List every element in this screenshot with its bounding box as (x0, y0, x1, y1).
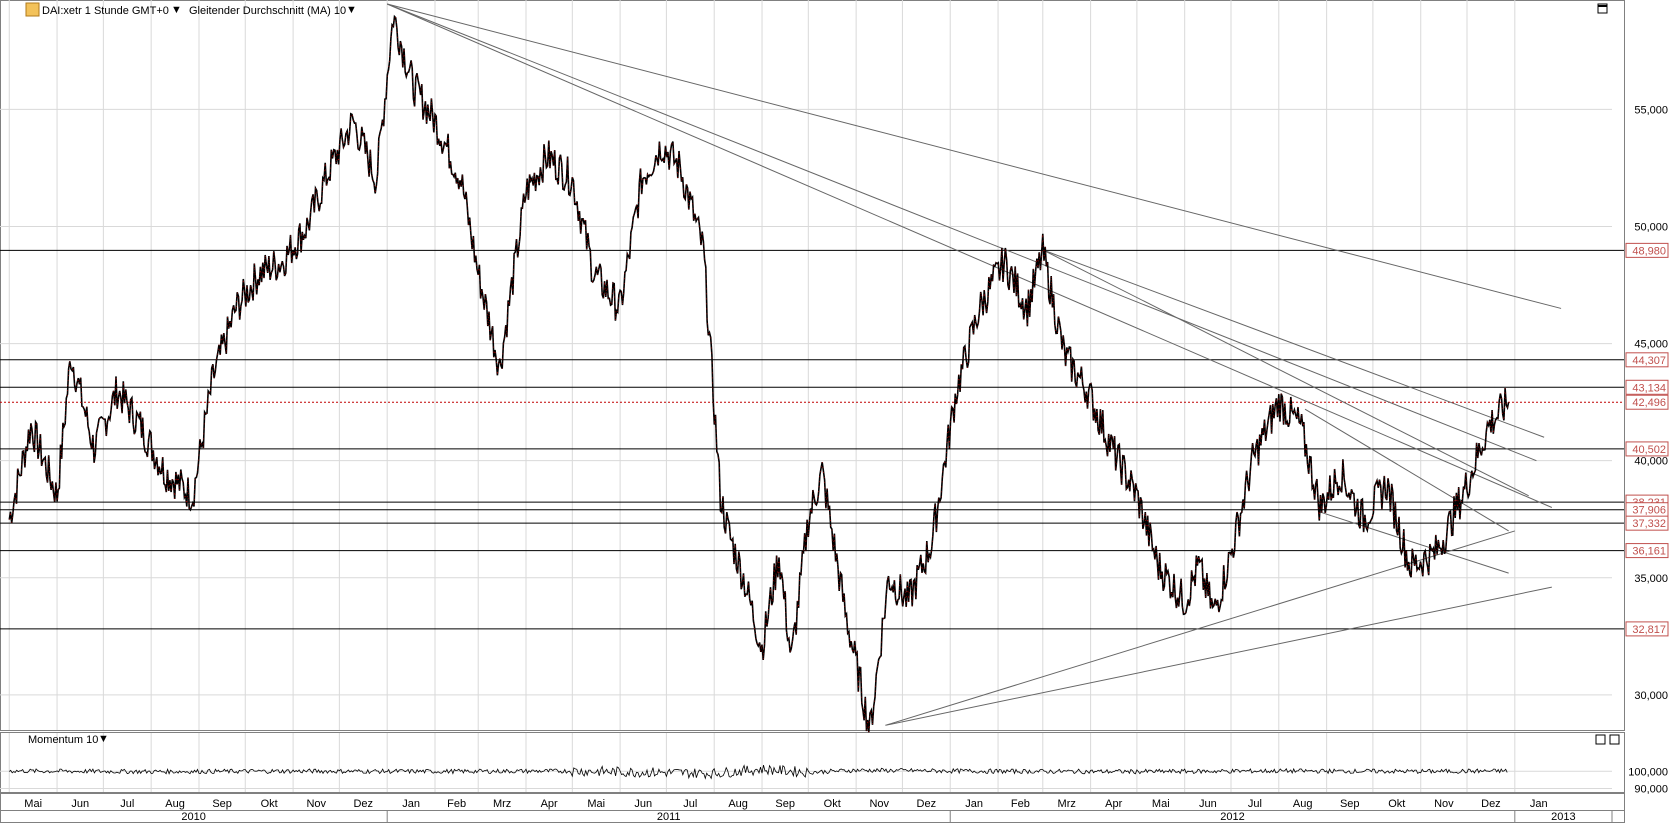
level-tag: 44,307 (1632, 355, 1666, 367)
indicator-dropdown-icon[interactable]: ▼ (346, 4, 357, 16)
x-year-label: 2013 (1551, 811, 1575, 823)
x-month-label: Mai (24, 798, 42, 810)
level-tag-box (1625, 352, 1669, 368)
x-month-label: Mai (1152, 798, 1170, 810)
x-month-label: Jan (1530, 798, 1548, 810)
momentum-label[interactable]: Momentum 10 (28, 734, 98, 746)
x-month-label: Mrz (1058, 798, 1076, 810)
maximize-main-icon[interactable] (1597, 3, 1608, 14)
y-axis-labels: 30,000 35,000 40,000 45,000 50,000 55,000 90,0… (1628, 104, 1668, 795)
price-level-tags: 48,98044,30743,13440,50238,23137,90637,3… (1625, 242, 1669, 637)
x-month-label: Sep (1340, 798, 1360, 810)
x-axis-frame (0, 793, 1625, 823)
trendline (1304, 408, 1509, 532)
level-tag: 36,161 (1632, 546, 1666, 558)
x-month-label: Mai (587, 798, 605, 810)
x-month-label: Dez (917, 798, 937, 810)
trendline (387, 3, 1537, 462)
x-month-label: Sep (775, 798, 795, 810)
x-month-label: Okt (261, 798, 278, 810)
trendline (1042, 249, 1529, 497)
x-month-label: Jan (402, 798, 420, 810)
momentum-y-tick-label: 90,000 (1634, 784, 1668, 796)
x-month-label: Jul (683, 798, 697, 810)
y-tick-label: 45,000 (1634, 339, 1668, 351)
main-plot-frame (0, 0, 1625, 731)
x-month-label: Nov (306, 798, 326, 810)
momentum-dropdown-icon[interactable]: ▼ (98, 733, 109, 745)
x-month-label: Apr (541, 798, 558, 810)
x-month-label: Aug (165, 798, 185, 810)
x-month-label: Jul (120, 798, 134, 810)
x-month-label: Jun (71, 798, 89, 810)
x-year-label: 2010 (181, 811, 205, 823)
symbol-dropdown-icon[interactable]: ▼ (171, 4, 182, 16)
x-month-label: Okt (824, 798, 841, 810)
x-month-label: Mrz (493, 798, 511, 810)
x-month-label: Dez (1481, 798, 1501, 810)
level-tag-box (1625, 543, 1669, 559)
maximize-momentum-icon[interactable] (1595, 734, 1606, 745)
x-month-label: Aug (1293, 798, 1313, 810)
momentum-line (9, 764, 1508, 780)
x-month-label: Nov (869, 798, 889, 810)
level-tag-box (1625, 621, 1669, 637)
support-resistance-lines (0, 249, 1624, 630)
trendline (1042, 249, 1545, 438)
trendline (885, 586, 1552, 726)
symbol-icon[interactable] (25, 2, 40, 17)
x-month-label: Feb (447, 798, 466, 810)
momentum-plot-frame (0, 732, 1625, 793)
y-tick-label: 50,000 (1634, 221, 1668, 233)
trendlines-layer (386, 3, 1562, 726)
grid-layer (0, 0, 1612, 792)
level-tag: 40,502 (1632, 444, 1666, 456)
y-tick-label: 35,000 (1634, 573, 1668, 585)
y-tick-label: 55,000 (1634, 104, 1668, 116)
moving-average-line (9, 15, 1509, 733)
level-tag: 37,332 (1632, 518, 1666, 530)
x-month-label: Jun (1199, 798, 1217, 810)
x-month-label: Feb (1011, 798, 1030, 810)
x-month-label: Okt (1388, 798, 1405, 810)
x-month-label: Dez (353, 798, 373, 810)
level-tag-box (1625, 441, 1669, 457)
level-tag-box (1625, 379, 1669, 395)
level-tag: 48,980 (1632, 245, 1666, 257)
level-tag-box (1625, 515, 1669, 531)
current-price-tag-box (1625, 394, 1669, 410)
level-tag: 37,906 (1632, 505, 1666, 517)
x-year-label: 2011 (657, 811, 681, 823)
trendline (885, 530, 1515, 726)
momentum-header: Momentum 10 ▼ (28, 733, 1620, 746)
symbol-label[interactable]: DAI:xetr 1 Stunde GMT+0 (42, 5, 169, 17)
momentum-series-layer (9, 764, 1508, 780)
x-year-label: 2012 (1220, 811, 1244, 823)
x-axis-labels: Mai Jun Jul Aug Sep Okt Nov Dez Jan Feb Mrz Apr Mai J… (0, 798, 1624, 823)
trendline (387, 3, 1562, 309)
indicator-label[interactable]: Gleitender Durchschnitt (MA) 10 (189, 5, 346, 17)
x-month-label: Jul (1248, 798, 1262, 810)
x-month-label: Jan (965, 798, 983, 810)
price-series-layer (8, 14, 1510, 733)
x-month-label: Apr (1105, 798, 1122, 810)
current-price-tag: 42,496 (1632, 397, 1666, 409)
trendline (386, 3, 1553, 508)
y-tick-label: 40,000 (1634, 456, 1668, 468)
level-tag: 32,817 (1632, 624, 1666, 636)
level-tag-box (1625, 242, 1669, 258)
y-tick-label: 30,000 (1634, 690, 1668, 702)
x-month-label: Aug (728, 798, 748, 810)
trendline (1320, 511, 1509, 574)
x-month-label: Sep (212, 798, 232, 810)
momentum-y-tick-label: 100,000 (1628, 766, 1668, 778)
x-month-label: Jun (634, 798, 652, 810)
chart-header: DAI:xetr 1 Stunde GMT+0 ▼ Gleitender Dur… (25, 2, 1608, 17)
x-month-label: Nov (1434, 798, 1454, 810)
close-momentum-icon[interactable] (1609, 734, 1620, 745)
price-line (8, 14, 1510, 733)
level-tag: 43,134 (1632, 382, 1666, 394)
